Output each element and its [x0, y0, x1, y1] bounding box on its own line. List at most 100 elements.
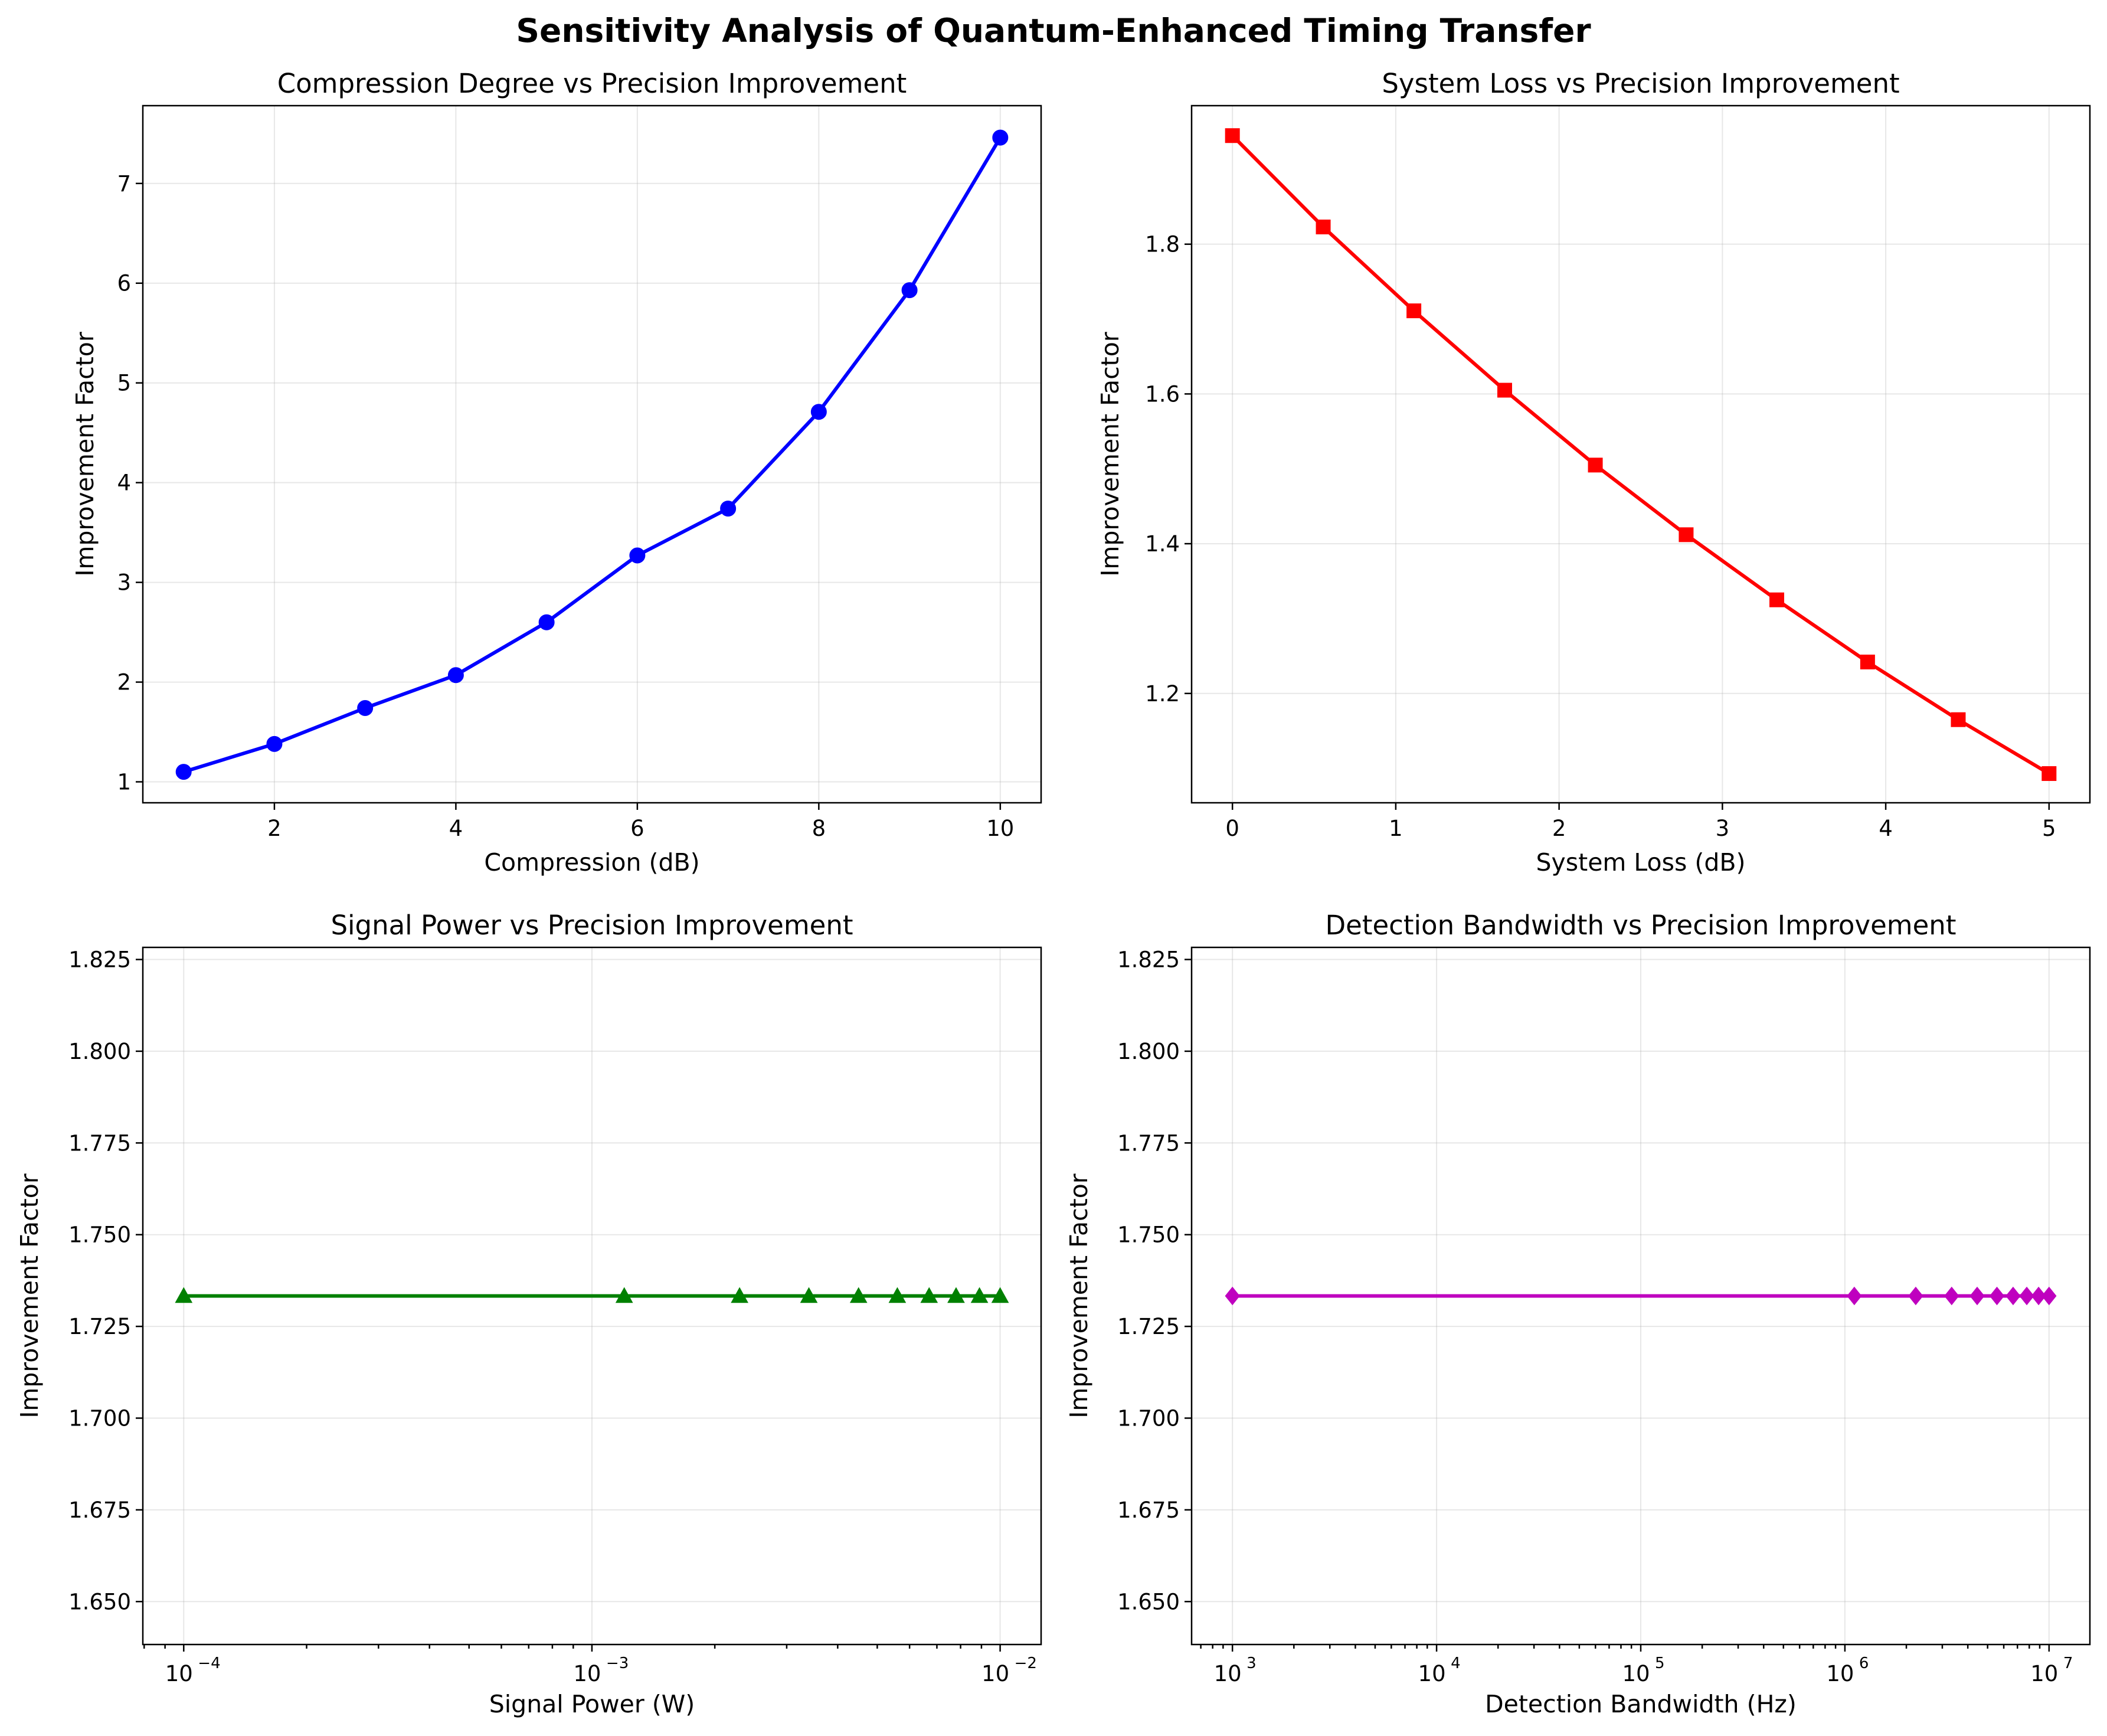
data-point-6 [1679, 527, 1694, 542]
y-axis-ticks: 1.650 1.675 1.700 1.725 1.750 1.775 1.800 1.825 [1117, 947, 1192, 1614]
axes-frame [142, 104, 1042, 804]
y-axis-label: Improvement Factor [1096, 332, 1124, 576]
x-tick-label: 10 [986, 816, 1014, 841]
series-1 [1225, 1286, 2057, 1306]
x-tick-label: 6 [630, 816, 644, 841]
data-point-5 [1969, 1286, 1985, 1306]
data-point-2 [266, 735, 283, 752]
grid-lines [143, 106, 1041, 803]
x-tick-label: 10 [573, 1661, 601, 1686]
data-point-6 [1989, 1286, 2005, 1306]
y-tick-label: 5 [117, 371, 131, 396]
x-tick-label: 10 [165, 1661, 193, 1686]
x-tick-exponent: −3 [606, 1655, 629, 1672]
y-axis-label: Improvement Factor [1065, 1173, 1093, 1418]
subplot-title: System Loss vs Precision Improvement [1382, 68, 1899, 99]
y-tick-label: 6 [117, 271, 131, 296]
x-axis-ticks: 10 3 10 4 10 5 10 6 10 7 [1200, 1645, 2073, 1686]
data-point-9 [970, 1287, 989, 1303]
data-point-7 [720, 501, 737, 517]
x-tick-exponent: −2 [1015, 1655, 1037, 1672]
y-tick-label: 1.650 [1117, 1589, 1180, 1614]
y-tick-label: 1.800 [1117, 1039, 1180, 1064]
data-point-1 [1225, 128, 1240, 143]
y-axis-label: Improvement Factor [15, 1173, 44, 1418]
data-point-10 [991, 1287, 1009, 1303]
data-point-8 [947, 1287, 965, 1303]
y-tick-label: 1.775 [1117, 1130, 1180, 1156]
data-point-5 [849, 1287, 868, 1303]
series-1 [1225, 128, 2057, 782]
data-point-10 [2041, 766, 2057, 782]
x-tick-label: 10 [1826, 1661, 1854, 1686]
data-point-10 [992, 129, 1009, 146]
y-tick-label: 1.800 [68, 1039, 131, 1064]
x-tick-label: 10 [1418, 1661, 1446, 1686]
x-tick-label: 10 [1214, 1661, 1242, 1686]
data-point-4 [1497, 382, 1512, 398]
subplot-title: Signal Power vs Precision Improvement [331, 910, 853, 941]
y-tick-label: 1.725 [68, 1314, 131, 1339]
y-tick-label: 7 [117, 171, 131, 197]
data-point-9 [1951, 712, 1966, 727]
y-tick-label: 1.775 [68, 1130, 131, 1156]
x-axis-ticks: 10 −4 10 −3 10 −2 [143, 1645, 1037, 1686]
x-tick-label: 8 [812, 816, 826, 841]
y-tick-label: 1.4 [1145, 531, 1180, 557]
y-tick-label: 1.6 [1145, 381, 1180, 407]
data-point-4 [447, 667, 464, 684]
y-tick-label: 1.2 [1145, 681, 1180, 707]
y-tick-label: 1.825 [68, 947, 131, 973]
x-axis-label: Detection Bandwidth (Hz) [1485, 1690, 1797, 1718]
x-tick-exponent: 3 [1246, 1655, 1257, 1672]
data-point-1 [1225, 1286, 1240, 1306]
x-tick-label: 0 [1225, 816, 1239, 841]
data-point-3 [731, 1287, 748, 1303]
series-line [183, 136, 1002, 774]
data-point-1 [175, 764, 192, 780]
data-point-8 [2019, 1286, 2034, 1306]
y-axis-ticks: 1.2 1.4 1.6 1.8 [1145, 232, 1192, 707]
data-point-5 [538, 614, 555, 630]
x-tick-label: 2 [1552, 816, 1566, 841]
data-point-6 [629, 547, 646, 564]
grid-lines [1192, 947, 2090, 1645]
axes-frame [1190, 104, 2091, 804]
data-point-3 [1406, 303, 1422, 319]
subplot-title: Detection Bandwidth vs Precision Improve… [1326, 910, 1956, 941]
data-point-5 [1588, 457, 1603, 473]
y-axis-ticks: 1 2 3 4 5 6 7 [117, 171, 143, 795]
data-point-7 [2005, 1286, 2021, 1306]
y-axis-label: Improvement Factor [71, 332, 99, 576]
y-tick-label: 1.700 [68, 1405, 131, 1431]
data-point-2 [615, 1287, 633, 1303]
y-tick-label: 1.675 [1117, 1498, 1180, 1523]
data-point-2 [1316, 220, 1331, 235]
data-point-4 [800, 1287, 818, 1303]
x-tick-label: 4 [1879, 816, 1893, 841]
subplot-2: 0 1 2 3 4 5 1.2 1.4 1.6 1.8 System Loss vs Precisi… [1096, 68, 2091, 877]
data-point-9 [901, 282, 918, 299]
y-tick-label: 1.750 [1117, 1222, 1180, 1248]
data-point-7 [920, 1287, 938, 1303]
x-tick-label: 10 [2030, 1661, 2058, 1686]
x-tick-exponent: −4 [198, 1655, 220, 1672]
x-tick-exponent: 4 [1451, 1655, 1461, 1672]
x-axis-label: Signal Power (W) [489, 1690, 695, 1718]
data-point-3 [357, 699, 374, 716]
x-tick-label: 4 [449, 816, 463, 841]
x-axis-label: Compression (dB) [484, 848, 699, 877]
y-axis-ticks: 1.650 1.675 1.700 1.725 1.750 1.775 1.800 1.825 [68, 947, 143, 1614]
x-tick-exponent: 5 [1655, 1655, 1665, 1672]
data-point-6 [888, 1287, 907, 1303]
series-1 [175, 129, 1009, 780]
data-point-10 [2041, 1286, 2057, 1306]
figure-suptitle: Sensitivity Analysis of Quantum-Enhanced… [516, 12, 1591, 50]
data-point-3 [1908, 1286, 1923, 1306]
y-tick-label: 1.750 [68, 1222, 131, 1248]
data-point-7 [1769, 592, 1785, 607]
